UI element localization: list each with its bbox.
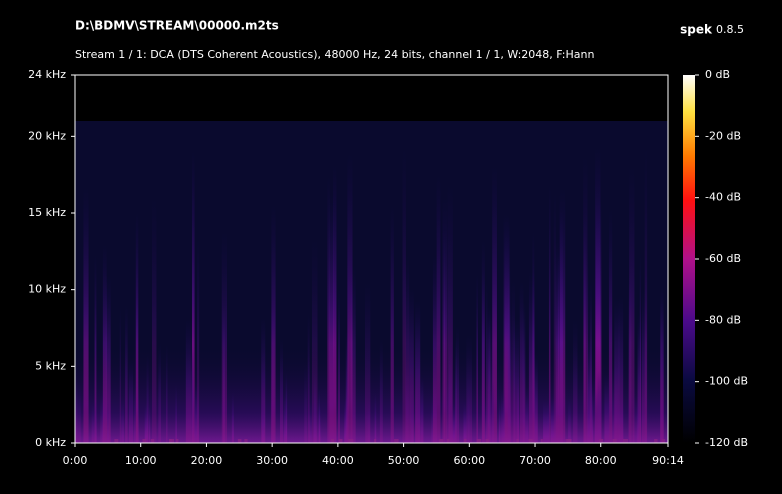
y-tick-label: 10 kHz: [28, 283, 66, 296]
spectrum-streak: [221, 230, 228, 443]
colorbar-tick-label: -60 dB: [705, 252, 741, 265]
spectrum-streak: [548, 183, 551, 443]
spectrum-streak: [595, 146, 601, 443]
y-tick-label: 0 kHz: [35, 436, 66, 449]
y-tick-label: 15 kHz: [28, 206, 66, 219]
y-tick-label: 5 kHz: [35, 359, 66, 372]
colorbar-tick-label: -100 dB: [705, 375, 748, 388]
plot-frame: [74, 74, 669, 444]
spectrum-streak: [329, 193, 334, 443]
spectrum-streak: [555, 238, 559, 443]
spectrum-streak: [347, 152, 353, 444]
spectrum-streak: [333, 164, 337, 444]
y-tick-label: 24 kHz: [28, 68, 66, 81]
spectrum-streak: [608, 209, 613, 443]
spectrum-streak: [152, 195, 157, 443]
spectrum-streak: [442, 196, 448, 443]
spectrum-streak: [447, 183, 453, 443]
spectrum-streak: [135, 212, 139, 443]
spectrum-streak: [492, 165, 497, 443]
colorbar-tick-label: -20 dB: [705, 129, 741, 142]
x-tick-label: 60:00: [453, 454, 485, 467]
x-tick-label: 20:00: [191, 454, 223, 467]
x-tick-label: 70:00: [519, 454, 551, 467]
spectrum-streak: [83, 187, 89, 443]
file-title: D:\BDMV\STREAM\00000.m2ts: [75, 19, 279, 33]
spectrum-streak: [644, 145, 648, 443]
x-tick-label: 0:00: [63, 454, 88, 467]
colorbar-tick-label: -40 dB: [705, 191, 741, 204]
x-tick-label: 50:00: [388, 454, 420, 467]
app-version: 0.8.5: [716, 23, 744, 36]
spectrum-streak: [196, 237, 200, 443]
colorbar-tick-label: -80 dB: [705, 313, 741, 326]
spectrum-streak: [271, 204, 276, 443]
spectrum-streak: [583, 155, 588, 443]
x-tick-label: 90:14: [652, 454, 684, 467]
subtitle: Stream 1 / 1: DCA (DTS Coherent Acoustic…: [75, 48, 594, 61]
x-tick-label: 10:00: [125, 454, 157, 467]
x-tick-label: 80:00: [585, 454, 617, 467]
spectrum-streak: [191, 150, 195, 443]
x-tick-label: 40:00: [322, 454, 354, 467]
spectrum-streak: [503, 211, 509, 443]
x-tick-label: 30:00: [256, 454, 288, 467]
spectrum-streak: [402, 146, 406, 443]
y-tick-label: 20 kHz: [28, 129, 66, 142]
app-name: spek: [680, 23, 713, 37]
spectrum-streak: [327, 174, 330, 443]
colorbar-tick-label: 0 dB: [705, 68, 730, 81]
colorbar-tick-label: -120 dB: [705, 436, 748, 449]
spectrum-streak: [532, 231, 535, 443]
spectrum-streak: [436, 174, 441, 444]
spectrum-streak: [553, 189, 556, 443]
spectrum-streak: [390, 205, 394, 443]
spectrum-floor: [75, 343, 668, 443]
spectrum-streak: [311, 237, 318, 443]
colorbar: [683, 75, 695, 443]
spectrum-streak: [629, 165, 635, 443]
